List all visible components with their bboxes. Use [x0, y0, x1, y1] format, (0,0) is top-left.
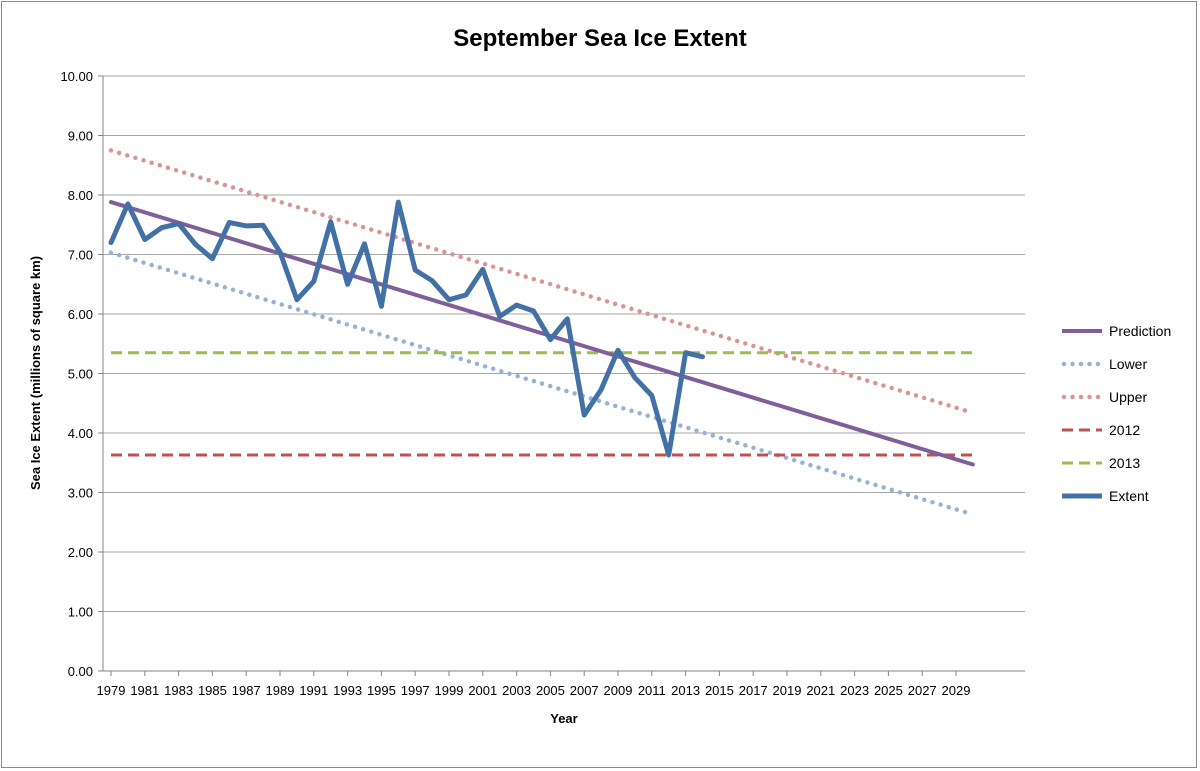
x-tick-label: 2001	[468, 683, 497, 698]
x-tick-label: 1991	[299, 683, 328, 698]
x-tick-label: 2027	[908, 683, 937, 698]
x-axis-ticks: 1979 1981 1983 1985 1987 1989 1991 1993 1995 1997…	[97, 671, 971, 698]
x-tick-label: 2019	[773, 683, 802, 698]
x-tick-label: 1987	[232, 683, 261, 698]
x-tick-label: 1997	[401, 683, 430, 698]
y-tick-label: 4.00	[68, 426, 93, 441]
series-line-upper	[108, 148, 976, 416]
legend-label-lower: Lower	[1109, 356, 1147, 372]
y-tick-label: 10.00	[60, 69, 93, 84]
x-tick-label: 2011	[638, 683, 666, 698]
x-tick-label: 2029	[942, 683, 971, 698]
x-tick-label: 1981	[130, 683, 159, 698]
legend: Prediction Lower Upper 2012 2013 Extent	[1061, 323, 1171, 504]
y-tick-label: 1.00	[68, 605, 93, 620]
y-axis-ticks: 0.00 1.00 2.00 3.00 4.00 5.00 6.00 7.00 8.00 9.00…	[60, 69, 103, 679]
x-tick-label: 2009	[604, 683, 633, 698]
legend-label-2013: 2013	[1109, 455, 1140, 471]
y-tick-label: 7.00	[68, 248, 93, 263]
x-tick-label: 2025	[874, 683, 903, 698]
gridlines	[102, 75, 1025, 672]
legend-label-extent: Extent	[1109, 488, 1149, 504]
x-tick-label: 1989	[266, 683, 295, 698]
x-axis-title: Year	[550, 711, 577, 726]
y-axis-title: Sea Ice Extent (millions of square km)	[28, 256, 43, 490]
series-line-lower	[108, 250, 976, 517]
x-tick-label: 2021	[806, 683, 835, 698]
x-tick-label: 2007	[570, 683, 599, 698]
x-tick-label: 2023	[840, 683, 869, 698]
x-tick-label: 2003	[502, 683, 531, 698]
x-tick-label: 1999	[435, 683, 464, 698]
series-line-extent	[108, 199, 705, 458]
legend-label-2012: 2012	[1109, 422, 1140, 438]
series-line-prediction	[109, 200, 975, 467]
y-tick-label: 0.00	[68, 664, 93, 679]
x-tick-label: 1995	[367, 683, 396, 698]
series-layer	[108, 148, 976, 517]
y-tick-label: 3.00	[68, 486, 93, 501]
legend-label-upper: Upper	[1109, 389, 1147, 405]
x-tick-label: 2015	[705, 683, 734, 698]
y-tick-label: 5.00	[68, 367, 93, 382]
x-tick-label: 1983	[164, 683, 193, 698]
x-tick-label: 1993	[333, 683, 362, 698]
chart-title: September Sea Ice Extent	[453, 25, 746, 52]
x-tick-label: 2013	[671, 683, 700, 698]
legend-label-prediction: Prediction	[1109, 323, 1171, 339]
x-tick-label: 1979	[97, 683, 126, 698]
y-tick-label: 8.00	[68, 188, 93, 203]
x-tick-label: 1985	[198, 683, 227, 698]
x-tick-label: 2017	[739, 683, 768, 698]
y-tick-label: 6.00	[68, 307, 93, 322]
y-tick-label: 9.00	[68, 129, 93, 144]
y-tick-label: 2.00	[68, 545, 93, 560]
x-tick-label: 2005	[536, 683, 565, 698]
